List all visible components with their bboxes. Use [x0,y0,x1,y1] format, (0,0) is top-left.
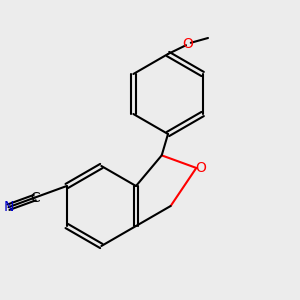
Text: O: O [196,161,206,175]
Text: O: O [182,38,193,51]
Text: C: C [30,190,40,205]
Text: N: N [3,200,14,214]
